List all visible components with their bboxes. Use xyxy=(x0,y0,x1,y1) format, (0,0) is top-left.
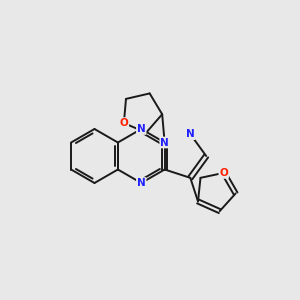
Text: O: O xyxy=(119,118,128,128)
Text: N: N xyxy=(186,129,195,139)
Text: N: N xyxy=(137,178,146,188)
Text: N: N xyxy=(137,124,146,134)
Text: N: N xyxy=(160,137,169,148)
Text: O: O xyxy=(219,168,228,178)
